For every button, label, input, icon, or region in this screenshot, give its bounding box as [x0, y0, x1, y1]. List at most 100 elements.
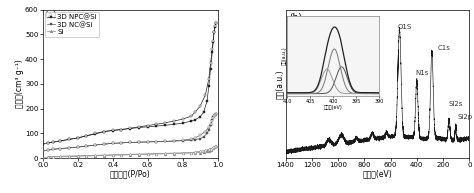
3D NC@Si: [45, 149, 51, 151]
3D NC@Si: [66, 147, 72, 149]
3D NPC@Si: [101, 131, 107, 133]
Si: [66, 155, 72, 158]
3D NC@Si: [197, 138, 203, 140]
3D NPC@Si: [57, 140, 63, 142]
3D NPC@Si: [136, 126, 142, 129]
Si: [136, 153, 142, 156]
Si: [50, 156, 56, 158]
3D NPC@Si: [92, 133, 98, 135]
3D NPC@Si: [171, 123, 177, 125]
3D NPC@Si: [110, 129, 116, 132]
3D NC@Si: [204, 132, 210, 135]
3D NPC@Si: [83, 135, 89, 137]
Si: [127, 154, 133, 156]
Si: [162, 153, 168, 155]
3D NC@Si: [101, 143, 107, 145]
3D NPC@Si: [206, 85, 211, 88]
Si: [118, 154, 124, 156]
Si: [204, 150, 210, 152]
Si: [57, 156, 63, 158]
3D NPC@Si: [118, 128, 124, 131]
Legend: 3D NPC@Si, 3D NC@Si, Si: 3D NPC@Si, 3D NC@Si, Si: [45, 12, 99, 37]
3D NC@Si: [154, 141, 159, 143]
3D NC@Si: [213, 113, 219, 115]
Si: [40, 156, 46, 159]
3D NC@Si: [118, 142, 124, 144]
Si: [206, 149, 211, 152]
3D NC@Si: [83, 145, 89, 147]
Si: [101, 154, 107, 157]
3D NPC@Si: [201, 111, 206, 114]
Text: (a): (a): [45, 11, 57, 20]
3D NPC@Si: [197, 116, 203, 118]
Y-axis label: 强度(a.u.): 强度(a.u.): [275, 69, 284, 99]
3D NC@Si: [180, 140, 185, 142]
3D NPC@Si: [40, 143, 46, 145]
3D NPC@Si: [208, 68, 213, 70]
Si: [197, 151, 203, 154]
Si: [189, 152, 194, 154]
3D NC@Si: [201, 136, 206, 138]
3D NC@Si: [171, 140, 177, 142]
3D NPC@Si: [210, 41, 216, 43]
Si: [83, 155, 89, 157]
Si: [75, 155, 81, 157]
3D NC@Si: [210, 119, 215, 121]
3D NC@Si: [211, 114, 217, 117]
3D NC@Si: [212, 113, 218, 116]
Si: [201, 151, 206, 153]
Text: N1s: N1s: [416, 70, 429, 76]
3D NPC@Si: [45, 142, 51, 144]
3D NC@Si: [40, 150, 46, 152]
3D NPC@Si: [50, 141, 56, 143]
Si: [180, 152, 185, 154]
3D NPC@Si: [192, 119, 198, 121]
Si: [145, 153, 150, 155]
3D NC@Si: [210, 116, 216, 119]
Si: [210, 147, 215, 150]
Si: [154, 153, 159, 155]
Si: [192, 152, 198, 154]
3D NC@Si: [162, 140, 168, 143]
3D NPC@Si: [210, 51, 215, 53]
3D NPC@Si: [204, 100, 210, 102]
Si: [110, 154, 116, 157]
3D NPC@Si: [154, 125, 159, 127]
3D NPC@Si: [127, 127, 133, 130]
Si: [208, 148, 213, 151]
3D NC@Si: [92, 144, 98, 146]
3D NC@Si: [75, 146, 81, 148]
X-axis label: 结合能(eV): 结合能(eV): [363, 170, 392, 179]
3D NC@Si: [110, 142, 116, 145]
Y-axis label: 吸附量(cm³ g⁻¹): 吸附量(cm³ g⁻¹): [15, 60, 24, 108]
3D NC@Si: [136, 141, 142, 143]
Line: Si: Si: [41, 145, 217, 159]
Si: [213, 145, 219, 147]
Si: [92, 155, 98, 157]
Text: C1s: C1s: [438, 45, 450, 51]
Text: Si2p: Si2p: [458, 114, 473, 120]
Si: [171, 152, 177, 155]
3D NC@Si: [57, 147, 63, 150]
3D NC@Si: [192, 139, 198, 141]
Si: [212, 145, 218, 147]
Si: [211, 146, 217, 148]
3D NC@Si: [50, 148, 56, 151]
3D NPC@Si: [211, 31, 217, 33]
Text: O1S: O1S: [398, 24, 412, 30]
3D NPC@Si: [213, 22, 219, 25]
Text: Si2s: Si2s: [448, 101, 463, 107]
3D NPC@Si: [66, 138, 72, 141]
X-axis label: 相对压力(P/Po): 相对压力(P/Po): [109, 170, 150, 179]
3D NPC@Si: [75, 137, 81, 139]
3D NPC@Si: [212, 26, 218, 28]
Line: 3D NPC@Si: 3D NPC@Si: [41, 22, 217, 145]
3D NC@Si: [208, 124, 213, 126]
3D NC@Si: [145, 141, 150, 143]
Text: (b): (b): [289, 13, 302, 22]
3D NC@Si: [189, 139, 194, 141]
3D NPC@Si: [145, 126, 150, 128]
3D NC@Si: [206, 129, 211, 131]
Si: [210, 146, 216, 149]
Line: 3D NC@Si: 3D NC@Si: [41, 113, 217, 152]
